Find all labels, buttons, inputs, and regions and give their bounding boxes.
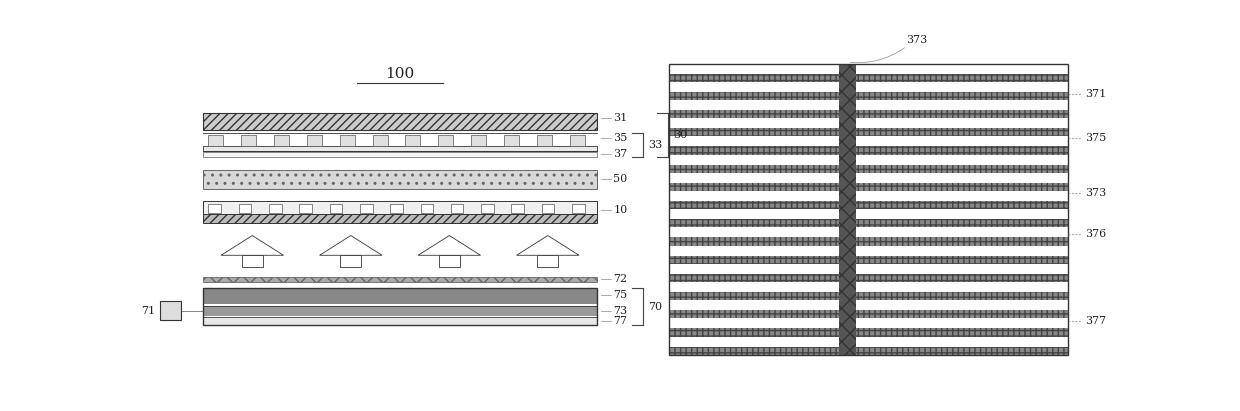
Bar bbox=[372, 135, 388, 146]
Bar bbox=[160, 301, 181, 320]
Text: 70: 70 bbox=[649, 302, 662, 312]
Bar bbox=[670, 328, 1068, 337]
Bar bbox=[203, 288, 598, 325]
Bar bbox=[274, 135, 289, 146]
Bar bbox=[670, 346, 1068, 355]
Text: 72: 72 bbox=[614, 274, 627, 284]
Text: 373: 373 bbox=[905, 35, 928, 44]
Bar bbox=[330, 204, 342, 213]
Bar bbox=[203, 288, 598, 304]
Bar bbox=[203, 113, 598, 130]
Bar bbox=[238, 204, 252, 213]
Bar bbox=[340, 255, 361, 267]
Bar bbox=[670, 256, 1068, 264]
Bar bbox=[670, 201, 1068, 209]
Bar bbox=[670, 274, 1068, 282]
Bar bbox=[420, 204, 433, 213]
Bar bbox=[572, 204, 585, 213]
Bar bbox=[203, 170, 598, 189]
Bar bbox=[269, 204, 281, 213]
Bar bbox=[670, 183, 1068, 191]
Bar bbox=[203, 317, 598, 325]
Bar bbox=[360, 204, 372, 213]
Bar bbox=[511, 204, 525, 213]
Text: 31: 31 bbox=[614, 113, 627, 123]
Bar bbox=[340, 135, 355, 146]
Text: 35: 35 bbox=[614, 134, 627, 143]
Bar bbox=[670, 219, 1068, 227]
Bar bbox=[439, 255, 460, 267]
Text: 71: 71 bbox=[141, 306, 155, 316]
Bar bbox=[670, 74, 1068, 82]
Bar bbox=[308, 135, 322, 146]
Text: 75: 75 bbox=[614, 290, 627, 300]
Bar bbox=[670, 164, 1068, 173]
Bar bbox=[203, 277, 598, 282]
Bar bbox=[203, 214, 598, 223]
Text: 377: 377 bbox=[1085, 316, 1106, 326]
Bar bbox=[438, 135, 453, 146]
Polygon shape bbox=[221, 236, 284, 255]
Bar bbox=[670, 310, 1068, 318]
Polygon shape bbox=[517, 236, 579, 255]
Bar bbox=[670, 64, 1068, 355]
Text: 77: 77 bbox=[614, 316, 627, 326]
Text: 371: 371 bbox=[1085, 89, 1106, 99]
Text: 375: 375 bbox=[1085, 133, 1106, 143]
Bar bbox=[537, 255, 558, 267]
Bar bbox=[242, 135, 257, 146]
Bar bbox=[451, 204, 464, 213]
Bar bbox=[569, 135, 584, 146]
Bar bbox=[242, 255, 263, 267]
Bar bbox=[203, 146, 598, 150]
Bar bbox=[670, 146, 1068, 155]
Bar bbox=[670, 64, 1068, 355]
Bar bbox=[203, 201, 598, 214]
Bar bbox=[203, 306, 598, 316]
Text: 37: 37 bbox=[614, 149, 627, 159]
Text: 73: 73 bbox=[614, 306, 627, 316]
Bar bbox=[208, 135, 223, 146]
Text: 376: 376 bbox=[1085, 229, 1106, 239]
Bar bbox=[481, 204, 494, 213]
Bar bbox=[670, 92, 1068, 100]
Bar bbox=[537, 135, 552, 146]
Bar bbox=[670, 292, 1068, 300]
Polygon shape bbox=[418, 236, 481, 255]
Text: 10: 10 bbox=[614, 205, 627, 215]
Bar bbox=[542, 204, 554, 213]
Bar bbox=[405, 135, 420, 146]
Polygon shape bbox=[320, 236, 382, 255]
Bar bbox=[471, 135, 486, 146]
Bar bbox=[299, 204, 312, 213]
Text: 100: 100 bbox=[386, 67, 414, 81]
Text: 30: 30 bbox=[673, 130, 687, 140]
Bar bbox=[203, 152, 598, 157]
Bar bbox=[670, 237, 1068, 245]
Bar bbox=[670, 128, 1068, 136]
Text: 373: 373 bbox=[1085, 188, 1106, 198]
Bar bbox=[838, 64, 856, 355]
Text: 33: 33 bbox=[649, 140, 662, 150]
Text: 50: 50 bbox=[614, 174, 627, 184]
Bar bbox=[670, 110, 1068, 118]
Bar bbox=[503, 135, 518, 146]
Bar bbox=[391, 204, 403, 213]
Bar bbox=[208, 204, 221, 213]
